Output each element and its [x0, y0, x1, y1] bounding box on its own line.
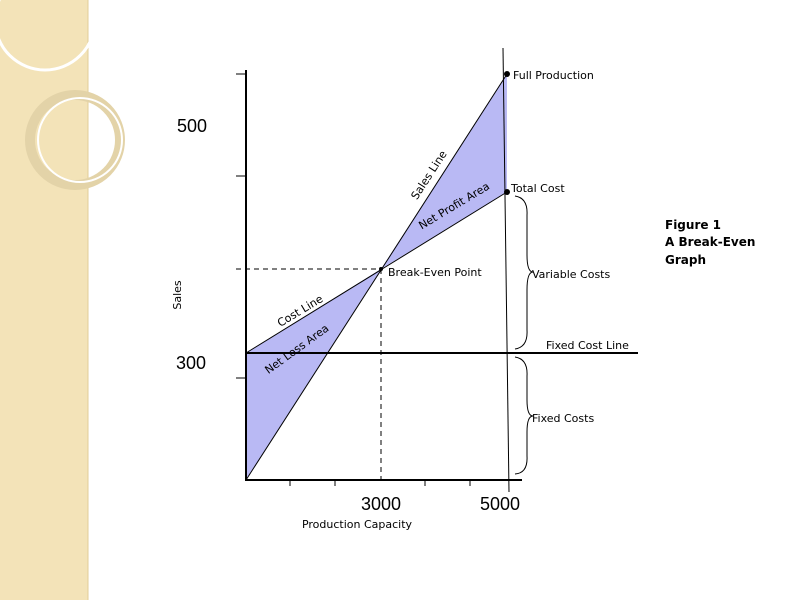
axis-label: 500 [177, 116, 207, 136]
full-production-line [502, 47, 510, 493]
brace [514, 195, 534, 350]
point [504, 71, 510, 77]
label: Fixed Cost Line [546, 339, 629, 352]
label: Variable Costs [532, 268, 610, 281]
caption: A Break-Even [665, 235, 755, 249]
label: Full Production [513, 69, 594, 82]
label: Fixed Costs [532, 412, 594, 425]
axis-label: 300 [176, 353, 206, 373]
label: Total Cost [510, 182, 565, 195]
caption: Figure 1 [665, 218, 721, 232]
cost-line [245, 191, 508, 354]
point [504, 189, 510, 195]
decor-circle [25, 90, 125, 190]
side-strip [0, 0, 88, 600]
axis-title: Production Capacity [302, 518, 413, 531]
label: Break-Even Point [388, 266, 482, 279]
axis-label: 5000 [480, 494, 520, 514]
brace [514, 356, 534, 475]
axis-title: Sales [171, 280, 184, 310]
sales-line [245, 73, 508, 481]
caption: Graph [665, 253, 706, 267]
decor-circle [0, 0, 97, 72]
axis-label: 3000 [361, 494, 401, 514]
point [379, 267, 383, 271]
decor-circle [37, 97, 123, 183]
